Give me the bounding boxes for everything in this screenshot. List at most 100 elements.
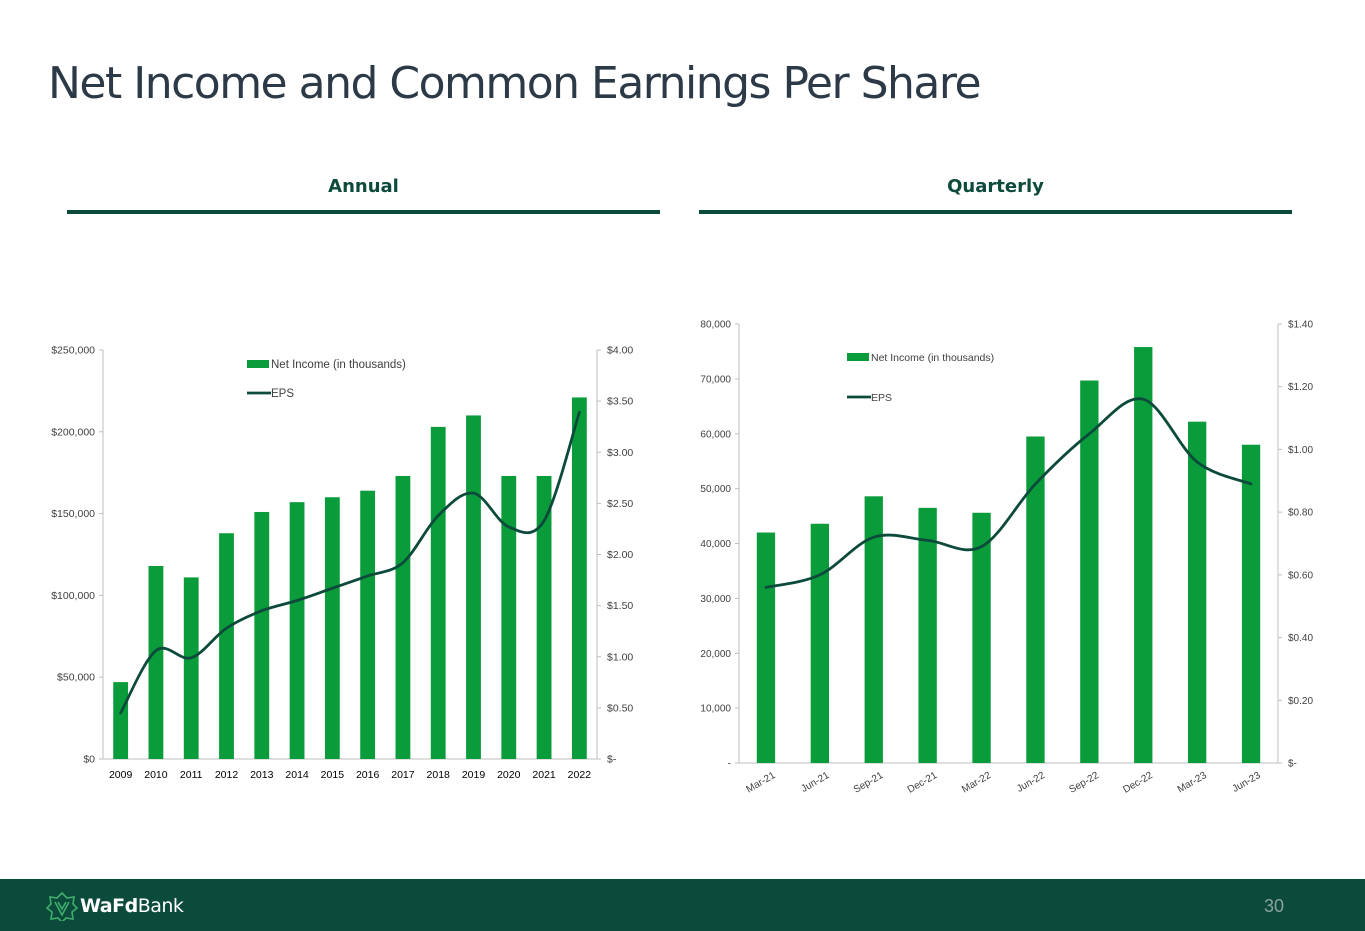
quarterly-x-tick-label: Mar-23 [1176, 770, 1209, 796]
annual-bar [324, 497, 340, 759]
annual-right-tick-label: $4.00 [607, 345, 633, 357]
quarterly-right-tick-label: $0.80 [1288, 508, 1313, 519]
quarterly-x-tick-label: Mar-21 [745, 770, 778, 796]
annual-bar [395, 475, 411, 759]
annual-bar [430, 426, 446, 759]
annual-x-tick-label: 2014 [285, 769, 309, 781]
quarterly-x-tick-label: Jun-23 [1231, 770, 1263, 795]
quarterly-right-tick-label: $0.60 [1288, 570, 1313, 581]
quarterly-left-tick-label: 40,000 [700, 539, 731, 550]
quarterly-left-tick-label: 60,000 [700, 429, 731, 440]
annual-bar [254, 511, 270, 759]
quarterly-bar [810, 523, 830, 763]
annual-left-tick-label: $250,000 [51, 345, 95, 357]
page-number: 30 [1263, 896, 1284, 916]
quarterly-x-tick-label: Dec-21 [906, 770, 940, 796]
quarterly-x-tick-label: Dec-22 [1121, 770, 1155, 796]
annual-bar [183, 577, 199, 759]
annual-legend-bar-label: Net Income (in thousands) [271, 359, 406, 371]
quarterly-right-tick-label: $0.20 [1288, 696, 1313, 707]
quarterly-bar [756, 532, 776, 763]
quarterly-eps-line [764, 397, 1253, 589]
annual-left-tick-label: $50,000 [57, 672, 95, 684]
annual-bar [466, 415, 481, 759]
quarterly-x-tick-label: Jun-22 [1015, 770, 1047, 795]
annual-right-tick-label: $2.00 [607, 549, 633, 561]
quarterly-bar [1187, 421, 1207, 763]
quarterly-x-tick-label: Mar-22 [960, 770, 993, 796]
annual-bar [113, 682, 129, 759]
quarterly-section-label: Quarterly [947, 176, 1044, 197]
annual-right-tick-label: $1.00 [607, 651, 633, 663]
annual-x-tick-label: 2015 [321, 769, 345, 781]
quarterly-left-tick-label: - [728, 759, 731, 770]
quarterly-x-tick-label: Sep-21 [852, 770, 886, 796]
annual-right-tick-label: $3.00 [607, 447, 633, 459]
wafd-logo-icon [46, 891, 78, 921]
annual-x-tick-label: 2018 [427, 769, 451, 781]
page-title: Net Income and Common Earnings Per Share [48, 58, 982, 109]
annual-bar [219, 533, 234, 759]
annual-bar [148, 565, 164, 759]
annual-right-tick-label: $- [607, 754, 617, 766]
annual-x-tick-label: 2020 [497, 769, 521, 781]
annual-x-tick-label: 2021 [532, 769, 556, 781]
annual-right-tick-label: $1.50 [607, 600, 633, 612]
annual-left-tick-label: $0 [83, 754, 95, 766]
annual-eps-line [119, 410, 581, 715]
annual-bar [571, 397, 587, 759]
quarterly-bar [864, 496, 883, 763]
annual-left-tick-label: $150,000 [51, 508, 95, 520]
quarterly-legend-bar-swatch [847, 353, 869, 361]
quarterly-bar [1026, 436, 1045, 763]
footer-bar: WaFdBank 30 [0, 879, 1365, 931]
quarterly-right-tick-label: $1.00 [1288, 445, 1313, 456]
brand-name-bold: WaFd [80, 895, 138, 917]
annual-bar [536, 475, 552, 759]
brand-name-rest: Bank [137, 895, 184, 917]
annual-left-tick-label: $100,000 [51, 590, 95, 602]
quarterly-left-tick-label: 80,000 [700, 320, 731, 331]
quarterly-left-tick-label: 70,000 [700, 374, 731, 385]
annual-legend-bar-swatch [247, 360, 269, 368]
quarterly-right-tick-label: $1.40 [1288, 320, 1313, 331]
quarterly-bar [918, 507, 937, 763]
quarterly-bar [1241, 444, 1261, 763]
annual-right-tick-label: $0.50 [607, 702, 633, 714]
annual-section-label: Annual [328, 176, 399, 197]
quarterly-legend-line-label: EPS [871, 392, 892, 404]
annual-x-tick-label: 2019 [462, 769, 486, 781]
annual-x-tick-label: 2022 [568, 769, 592, 781]
quarterly-left-tick-label: 20,000 [700, 649, 731, 660]
annual-section-header: Annual [67, 176, 660, 214]
quarterly-section-header: Quarterly [699, 176, 1292, 214]
annual-x-tick-label: 2013 [250, 769, 274, 781]
quarterly-x-tick-label: Jun-21 [799, 770, 831, 795]
annual-x-tick-label: 2011 [180, 769, 203, 781]
quarterly-left-tick-label: 10,000 [700, 704, 731, 715]
quarterly-bar [1134, 347, 1153, 763]
quarterly-left-tick-label: 50,000 [700, 484, 731, 495]
quarterly-bar [1080, 380, 1099, 763]
annual-x-tick-label: 2012 [215, 769, 239, 781]
quarterly-left-tick-label: 30,000 [700, 594, 731, 605]
quarterly-right-tick-label: $- [1288, 759, 1297, 770]
annual-right-tick-label: $3.50 [607, 396, 633, 408]
annual-x-tick-label: 2017 [391, 769, 415, 781]
quarterly-legend-bar-label: Net Income (in thousands) [871, 352, 994, 364]
annual-x-tick-label: 2016 [356, 769, 380, 781]
annual-bar [289, 502, 305, 759]
quarterly-right-tick-label: $0.40 [1288, 633, 1313, 644]
annual-legend-line-label: EPS [271, 388, 294, 400]
quarterly-right-tick-label: $1.20 [1288, 382, 1313, 393]
annual-left-tick-label: $200,000 [51, 426, 95, 438]
annual-bar [501, 475, 517, 759]
annual-x-tick-label: 2009 [109, 769, 133, 781]
quarterly-bar [972, 512, 991, 763]
annual-right-tick-label: $2.50 [607, 498, 633, 510]
annual-x-tick-label: 2010 [144, 769, 168, 781]
annual-bar [360, 490, 376, 759]
brand-name: WaFdBank [80, 895, 184, 917]
